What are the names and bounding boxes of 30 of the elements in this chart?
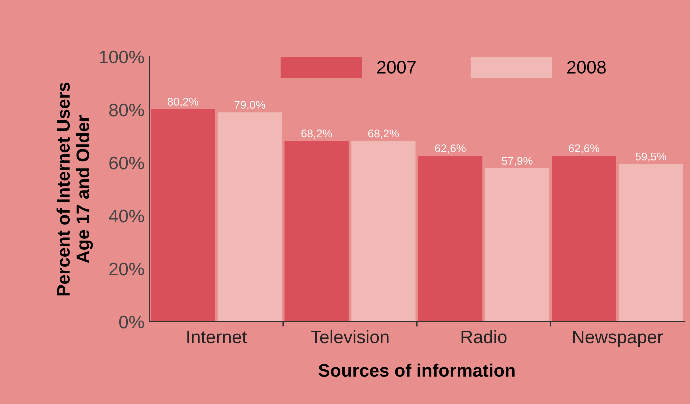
y-tick-label: 80% xyxy=(110,104,144,117)
bar xyxy=(552,156,616,322)
x-tick-label: Internet xyxy=(188,330,248,344)
data-label: 62,6% xyxy=(569,144,600,154)
y-axis-title: Percent of Internet Users Age 17 and Older xyxy=(56,82,94,296)
bar xyxy=(352,141,416,322)
data-label: 62,6% xyxy=(435,144,466,154)
bar xyxy=(485,168,550,322)
y-tick-label: 0% xyxy=(119,316,144,329)
data-label: 57,9% xyxy=(502,157,533,166)
x-tick-label: Radio xyxy=(462,330,507,344)
bar xyxy=(284,141,349,322)
bar xyxy=(618,164,684,322)
data-label: 79,0% xyxy=(234,101,266,110)
data-label: 68,2% xyxy=(368,130,400,139)
y-tick-label: 40% xyxy=(109,210,144,223)
x-tick-label: Newspaper xyxy=(573,330,664,348)
data-label: 68,2% xyxy=(302,130,332,139)
y-tick-label: 20% xyxy=(110,262,144,276)
y-tick-label: 100% xyxy=(100,50,144,64)
x-axis-title: Sources of information xyxy=(318,364,515,378)
legend-label: 2007 xyxy=(378,61,416,74)
y-tick-label: 60% xyxy=(110,156,144,170)
x-tick-label: Television xyxy=(311,330,389,344)
data-label: 80,2% xyxy=(168,98,199,108)
legend-label: 2008 xyxy=(568,61,606,74)
bar xyxy=(151,109,216,322)
bar xyxy=(218,112,282,322)
bar xyxy=(418,156,483,322)
data-label: 59,5% xyxy=(636,152,666,162)
